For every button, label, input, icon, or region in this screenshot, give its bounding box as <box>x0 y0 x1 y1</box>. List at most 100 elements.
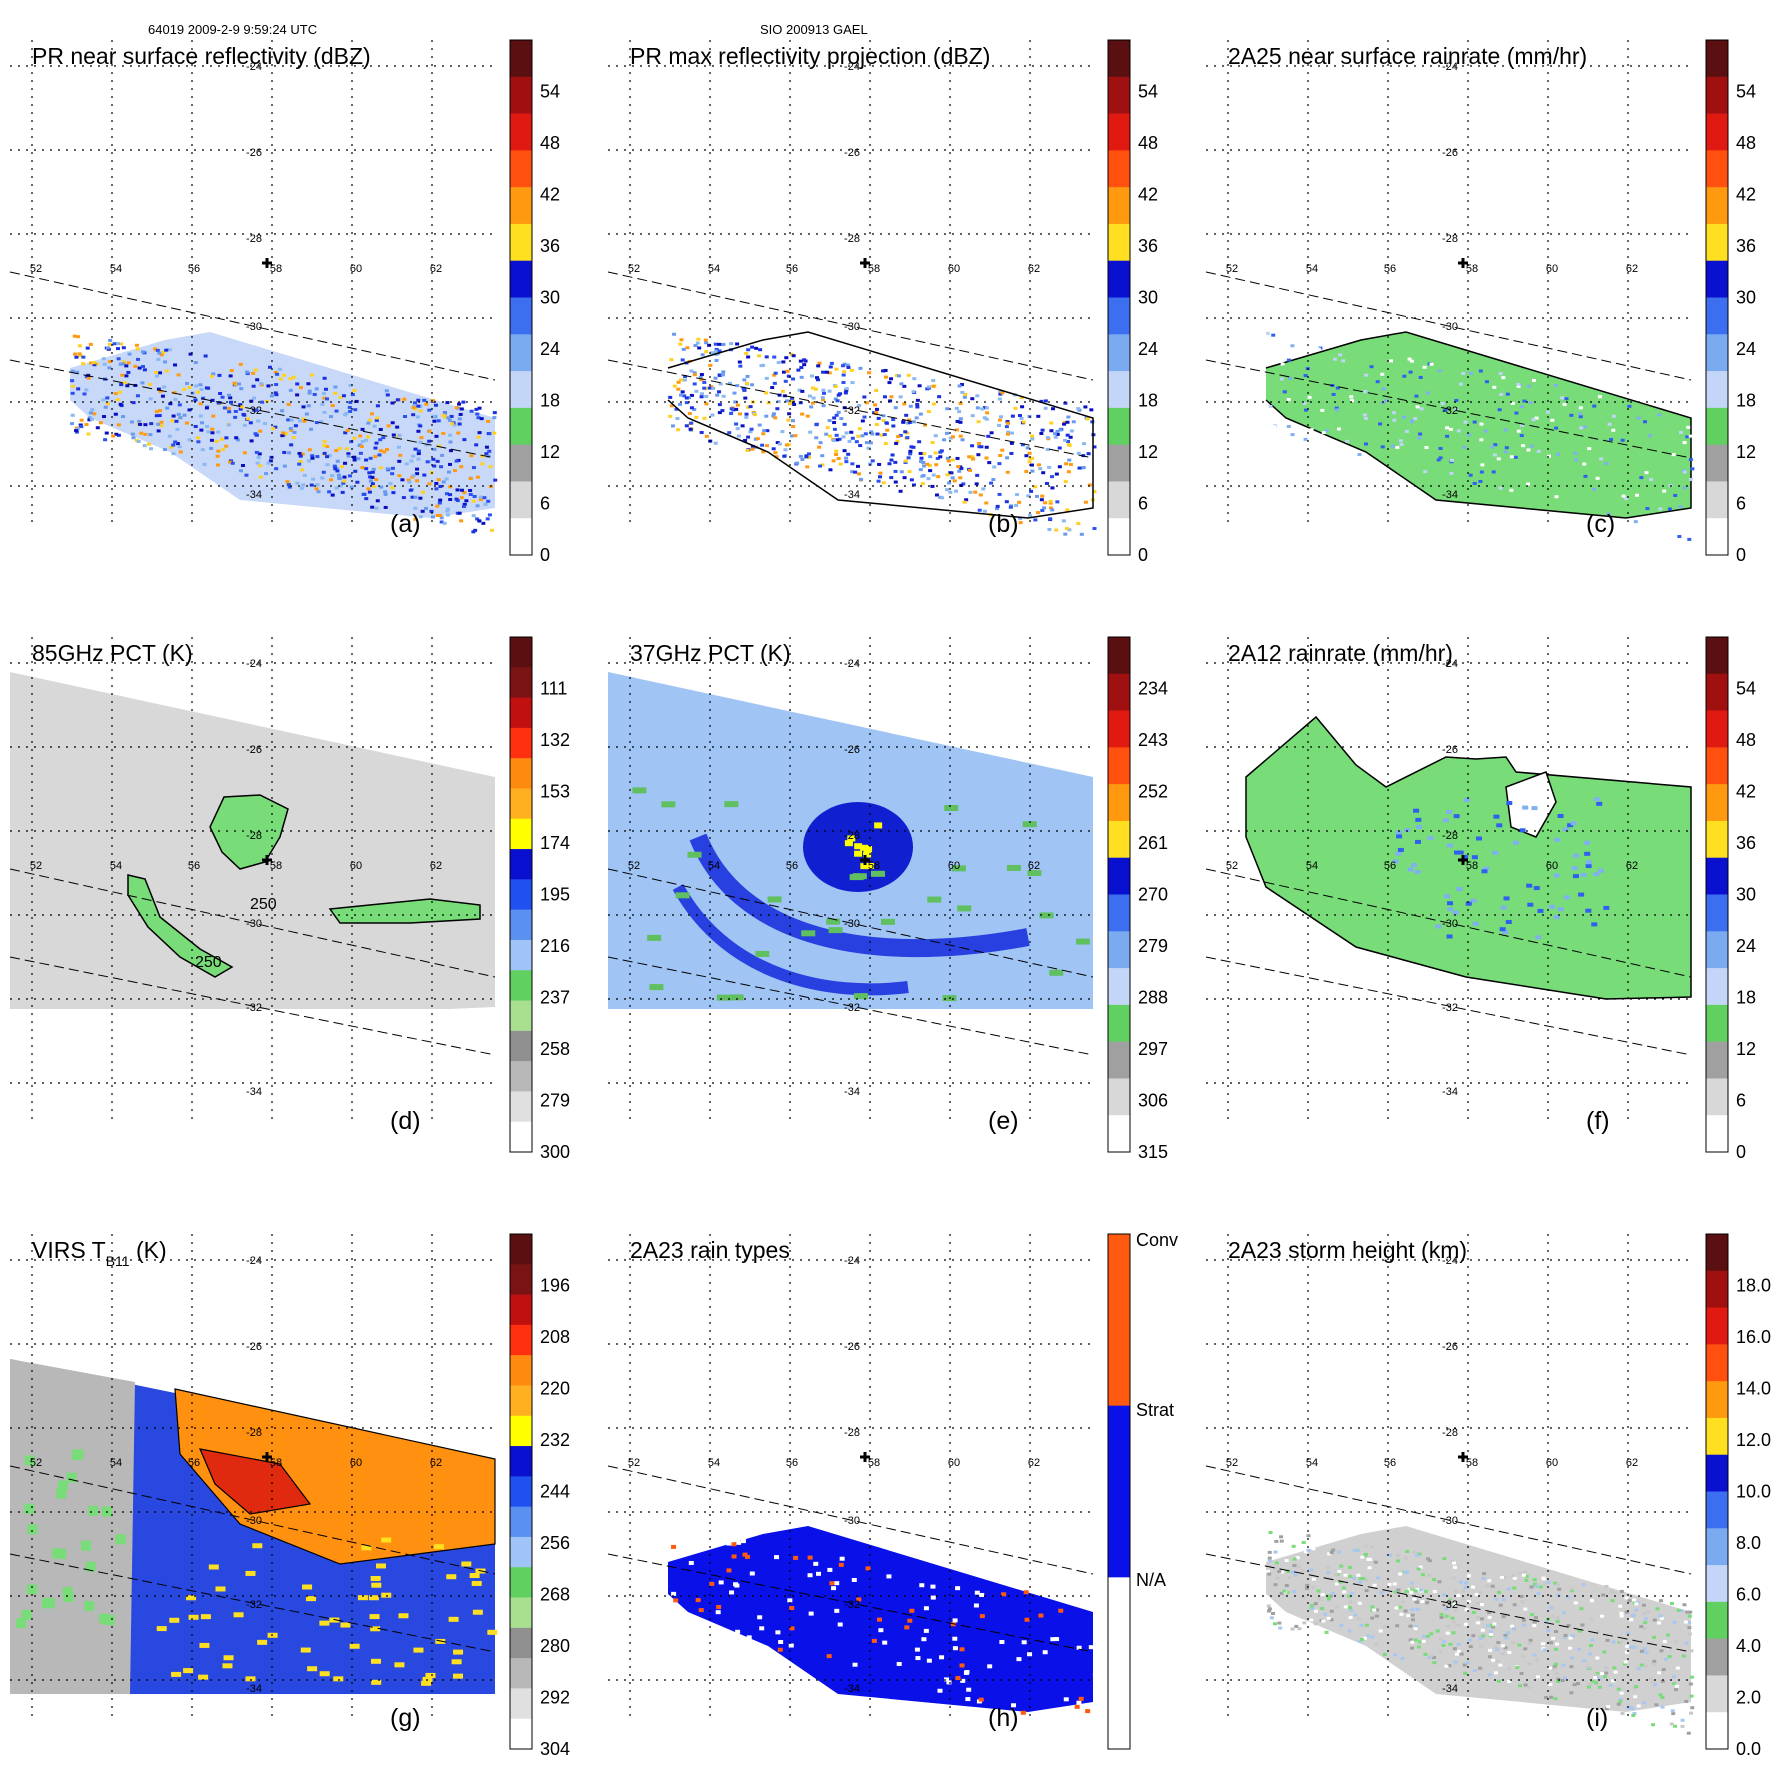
data-cell <box>844 388 849 392</box>
data-cell <box>78 354 83 358</box>
swath-edge <box>1205 271 1692 381</box>
data-cell <box>1347 1594 1352 1598</box>
data-cell <box>1275 1576 1280 1580</box>
data-cell <box>1415 1553 1420 1557</box>
colorbar-label: 18 <box>1736 391 1756 411</box>
data-cell <box>1491 470 1496 474</box>
longitude-label: 60 <box>350 263 362 275</box>
data-cell <box>1596 1629 1601 1633</box>
data-cell <box>447 418 452 422</box>
data-cell <box>777 393 782 397</box>
data-cell <box>1452 910 1459 915</box>
data-cell <box>1476 1602 1481 1606</box>
colorbar-segment <box>1706 968 1728 1006</box>
data-cell <box>931 379 936 383</box>
data-cell <box>1623 1660 1628 1664</box>
latitude-label: -24 <box>246 1255 262 1267</box>
latitude-label: -28 <box>246 830 262 842</box>
data-cell <box>1441 1643 1446 1647</box>
data-cell <box>1618 1604 1623 1608</box>
data-cell <box>997 492 1002 496</box>
data-cell <box>889 377 894 381</box>
data-cell <box>1065 433 1070 437</box>
data-cell <box>838 1562 844 1567</box>
colorbar-segment <box>1706 931 1728 969</box>
data-cell <box>1678 505 1683 509</box>
data-cell <box>1050 475 1055 479</box>
data-cell <box>784 399 789 403</box>
data-cell <box>487 432 492 436</box>
data-cell <box>834 1608 840 1613</box>
latitude-label: -24 <box>246 658 262 670</box>
data-cell <box>922 452 927 456</box>
data-cell <box>324 397 329 401</box>
data-cell <box>908 404 913 408</box>
data-cell <box>416 429 421 433</box>
data-cell <box>81 362 86 366</box>
colorbar-label: 0.0 <box>1736 1739 1761 1759</box>
data-cell <box>1472 481 1477 485</box>
data-cell <box>210 398 215 402</box>
data-cell <box>424 402 429 406</box>
data-cell <box>1593 1681 1598 1685</box>
data-cell <box>429 509 434 513</box>
data-cell <box>1379 1591 1384 1595</box>
colorbar-segment <box>510 970 532 1002</box>
data-cell <box>1487 1655 1492 1659</box>
data-cell <box>411 413 416 417</box>
latitude-label: -34 <box>1442 489 1458 501</box>
data-cell <box>909 478 914 482</box>
data-cell <box>878 475 883 479</box>
data-cell <box>459 488 464 492</box>
data-cell <box>1273 1566 1278 1570</box>
longitude-label: 54 <box>1306 1457 1318 1469</box>
data-cell <box>1676 1704 1681 1708</box>
data-cell <box>780 389 785 393</box>
data-cell <box>1363 390 1368 394</box>
data-cell <box>1357 1639 1362 1643</box>
panel-title: 2A23 rain types <box>630 1237 790 1263</box>
data-cell <box>945 456 950 460</box>
colorbar-segment <box>510 818 532 850</box>
data-cell <box>1370 1635 1375 1639</box>
data-cell <box>963 1670 969 1675</box>
data-cell <box>257 1639 268 1645</box>
data-cell <box>1673 1640 1678 1644</box>
colorbar-segment <box>510 1627 532 1659</box>
latitude-label: -34 <box>1442 1086 1458 1098</box>
data-cell <box>1050 508 1055 512</box>
data-cell <box>1503 1646 1508 1650</box>
data-cell <box>346 452 351 456</box>
data-cell <box>1067 528 1072 532</box>
data-cell <box>1447 901 1454 906</box>
colorbar-segment <box>1108 371 1130 409</box>
data-cell <box>806 452 811 456</box>
data-cell <box>1560 1678 1565 1682</box>
data-cell <box>210 427 215 431</box>
data-cell <box>754 346 759 350</box>
data-cell <box>148 397 153 401</box>
data-cell <box>1044 481 1049 485</box>
data-cell <box>855 464 860 468</box>
data-cell <box>186 1595 197 1601</box>
longitude-label: 52 <box>628 860 640 872</box>
data-cell <box>960 438 965 442</box>
data-cell <box>1463 1585 1468 1589</box>
data-cell <box>1278 1626 1283 1630</box>
data-cell <box>1501 376 1506 380</box>
data-cell <box>868 441 873 445</box>
data-cell <box>1529 1613 1534 1617</box>
data-cell <box>1669 1722 1674 1726</box>
data-cell <box>306 459 311 463</box>
data-cell <box>89 361 94 365</box>
data-cell <box>1514 411 1519 415</box>
data-cell <box>955 1676 961 1681</box>
data-cell <box>1363 442 1368 446</box>
data-cell <box>1408 1638 1413 1642</box>
data-cell <box>702 386 707 390</box>
data-cell <box>980 407 985 411</box>
colorbar-label: 24 <box>1736 339 1756 359</box>
longitude-label: 56 <box>1384 1457 1396 1469</box>
colorbar-segment <box>510 40 532 78</box>
data-cell <box>982 406 987 410</box>
